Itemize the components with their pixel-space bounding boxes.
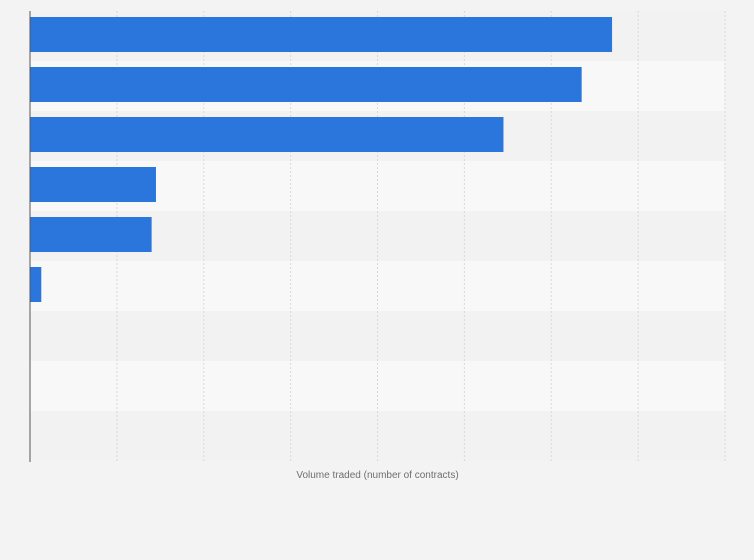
bar	[30, 67, 582, 102]
bar	[30, 17, 613, 52]
bars	[30, 17, 613, 302]
bar	[30, 117, 504, 152]
bar	[30, 217, 152, 252]
row-band	[30, 361, 725, 411]
bar	[30, 267, 42, 302]
bar	[30, 167, 156, 202]
x-axis-label: Volume traded (number of contracts)	[296, 470, 458, 481]
row-band	[30, 261, 725, 311]
